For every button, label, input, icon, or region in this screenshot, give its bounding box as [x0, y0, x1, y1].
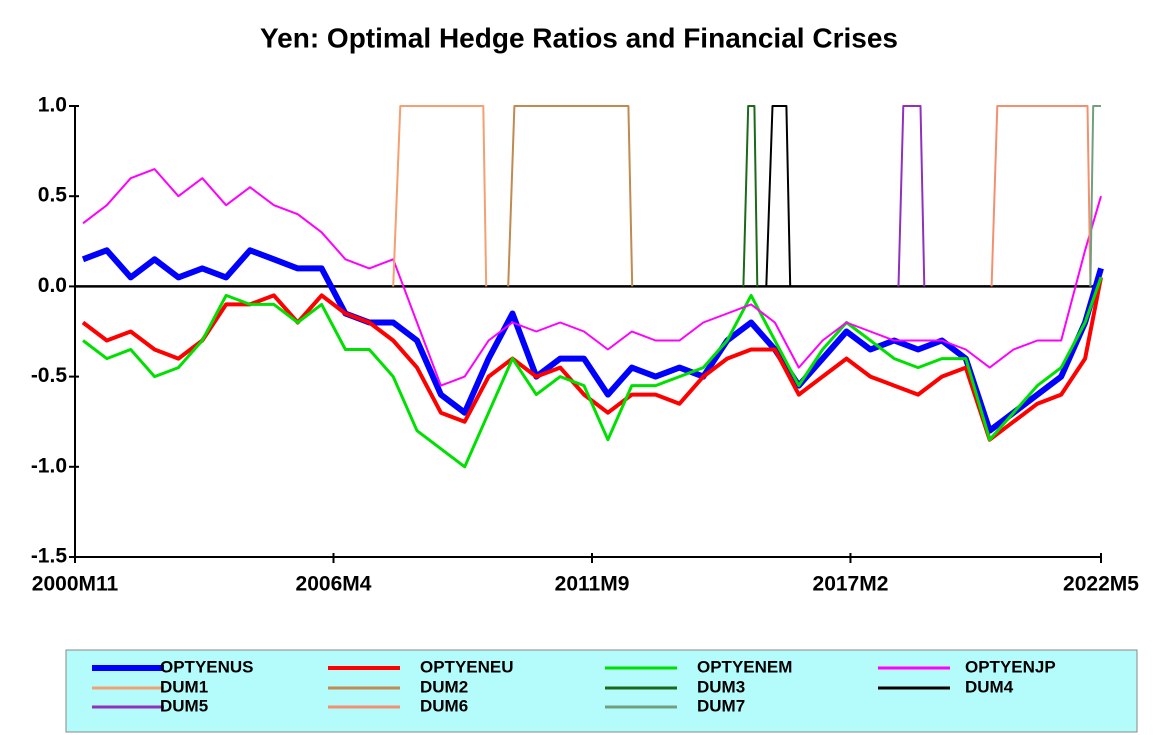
legend-label: OPTYENEU: [420, 657, 514, 676]
y-tick-label: -0.5: [31, 364, 68, 387]
series-line: [897, 105, 926, 287]
chart-title: Yen: Optimal Hedge Ratios and Financial …: [260, 22, 898, 53]
legend-label: DUM5: [160, 696, 208, 715]
legend-label: DUM6: [420, 696, 468, 715]
x-tick-label: 2000M11: [32, 573, 119, 596]
y-tick-label: 1.0: [38, 94, 67, 117]
legend-label: DUM3: [697, 677, 745, 696]
series-line: [82, 276, 1103, 469]
x-tick-label: 2006M4: [296, 573, 372, 596]
legend-label: OPTYENUS: [160, 657, 254, 676]
x-tick-label: 2022M5: [1063, 573, 1139, 596]
series-line: [81, 247, 1104, 434]
legend-label: DUM4: [965, 677, 1014, 696]
y-tick-label: 0.0: [38, 274, 67, 297]
x-tick-label: 2017M2: [813, 573, 889, 596]
x-tick-label: 2011M9: [555, 573, 630, 596]
legend-label: OPTYENEM: [697, 657, 792, 676]
legend: [65, 649, 1138, 733]
y-tick-label: -1.5: [31, 545, 68, 568]
series-line: [742, 105, 759, 287]
legend-label: DUM7: [697, 696, 745, 715]
series-line: [392, 105, 488, 287]
legend-label: DUM2: [420, 677, 468, 696]
legend-label: DUM1: [160, 677, 208, 696]
series-line: [1089, 105, 1101, 287]
legend-label: OPTYENJP: [965, 657, 1056, 676]
series-line: [507, 105, 634, 287]
series-line: [82, 168, 1102, 387]
series-line: [990, 105, 1092, 287]
y-tick-label: -1.0: [31, 454, 67, 477]
series-line: [765, 105, 792, 287]
y-tick-label: 0.5: [38, 184, 68, 207]
